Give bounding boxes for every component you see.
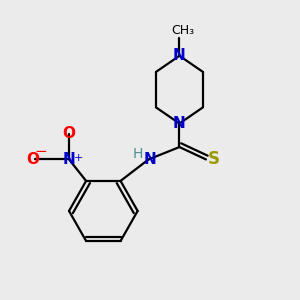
Text: +: + <box>74 153 83 163</box>
Text: CH₃: CH₃ <box>171 24 194 37</box>
Text: O: O <box>62 126 76 141</box>
Text: N: N <box>173 116 186 131</box>
Text: N: N <box>143 152 156 167</box>
Text: H: H <box>132 147 142 161</box>
Text: −: − <box>35 144 47 159</box>
Text: N: N <box>173 48 186 63</box>
Text: N: N <box>63 152 75 167</box>
Text: O: O <box>27 152 40 167</box>
Text: S: S <box>208 150 220 168</box>
